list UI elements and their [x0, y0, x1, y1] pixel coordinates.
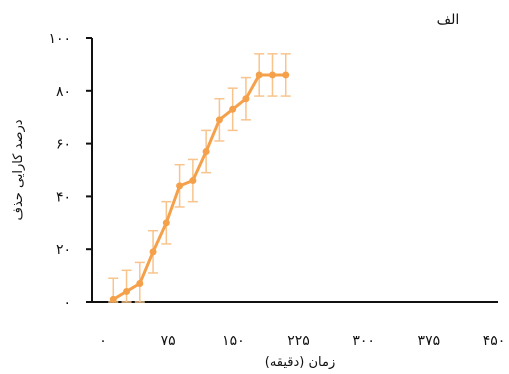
y-tick-label: ۰ — [63, 295, 71, 311]
x-tick-label: ۲۲۵ — [287, 333, 310, 349]
data-point — [109, 295, 117, 303]
x-tick-label: ۴۵۰ — [483, 333, 506, 349]
y-axis-title: درصد کارایی حذف — [11, 119, 26, 220]
series-line — [112, 73, 286, 301]
y-tick-label: ۴۰ — [56, 189, 71, 205]
x-tick-label: ۷۵ — [161, 333, 176, 349]
data-point — [282, 71, 290, 79]
data-point — [189, 177, 197, 185]
x-tick-label: ۱۵۰ — [222, 333, 245, 349]
x-axis-title: زمان (دقیقه) — [265, 355, 336, 370]
data-point — [176, 182, 184, 190]
panel-label: الف — [437, 12, 460, 28]
data-point — [229, 105, 237, 113]
y-tick-label: ۲۰ — [56, 242, 71, 258]
y-tick-label: ۶۰ — [56, 137, 71, 153]
data-point — [149, 248, 157, 256]
y-tick-label: ۱۰۰ — [48, 31, 71, 47]
plot-area — [108, 53, 291, 303]
data-point — [268, 71, 276, 79]
data-point — [202, 148, 210, 156]
x-tick-label: ۳۰۰ — [352, 333, 375, 349]
x-tick-label: ۳۷۵ — [418, 333, 441, 349]
data-point — [242, 95, 250, 103]
axis-ticks: ۰ ۲۰ ۴۰ ۶۰ ۸۰ ۱۰۰ ۰ ۷۵ ۱۵۰ ۲۲۵ ۳۰۰ ۳۷۵ ۴۵۰ — [48, 31, 505, 349]
data-point — [215, 116, 223, 124]
data-point — [123, 287, 131, 295]
data-point — [162, 219, 170, 227]
data-point — [255, 71, 263, 79]
data-point — [136, 280, 144, 288]
x-tick-label: ۰ — [99, 333, 107, 349]
y-tick-label: ۸۰ — [56, 84, 71, 100]
